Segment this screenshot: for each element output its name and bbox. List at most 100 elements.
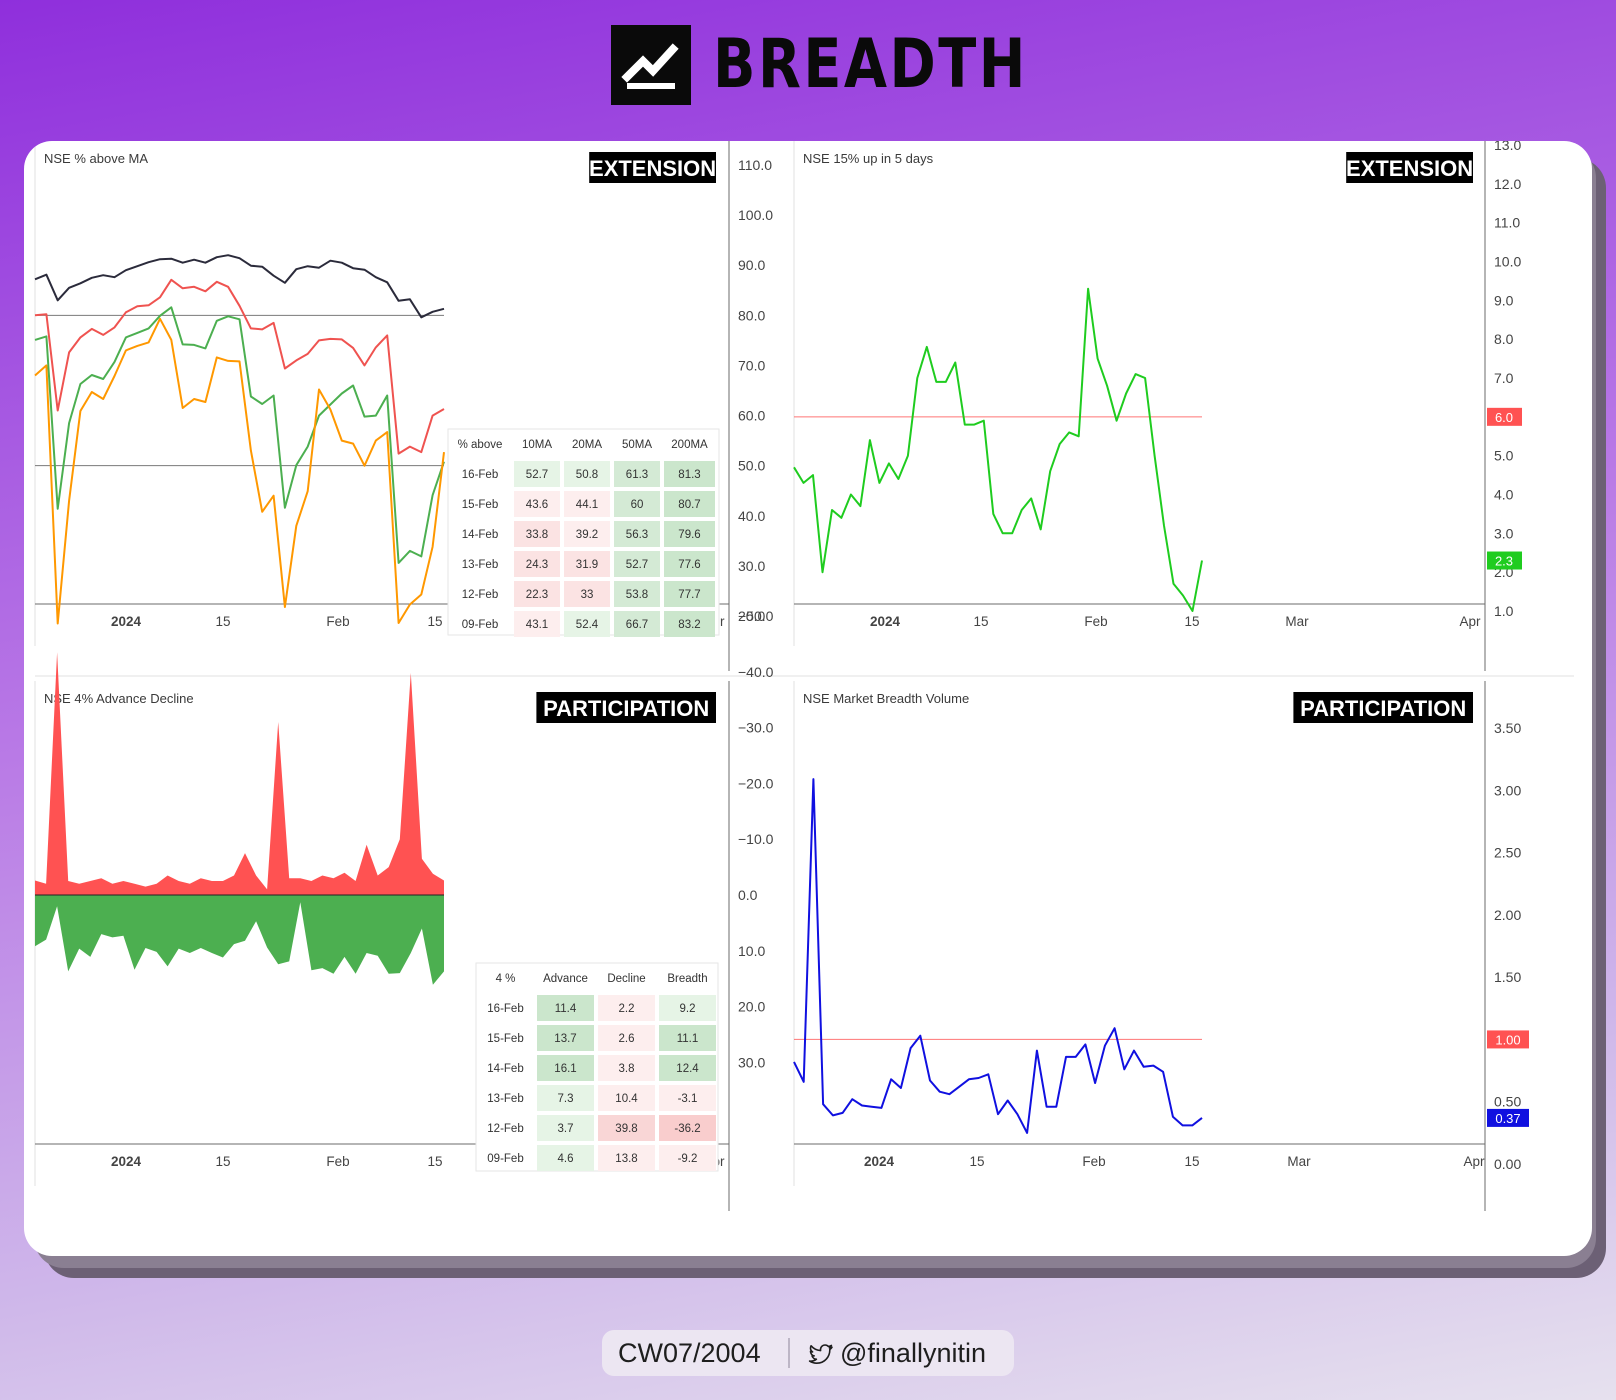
y-tick-label: 100.0 — [738, 207, 773, 223]
table-cell: 79.6 — [678, 529, 700, 541]
table-cell-bg — [664, 581, 715, 607]
table-cell: 50.8 — [576, 469, 598, 481]
table-cell-bg — [664, 461, 715, 487]
y-tick-label: 2.00 — [1494, 907, 1521, 923]
table-cell: 16.1 — [554, 1063, 576, 1075]
x-tick-label: 2024 — [111, 614, 142, 629]
table-cell-bg — [537, 1025, 594, 1051]
badge-label: EXTENSION — [1346, 156, 1473, 181]
table-header: 200MA — [671, 439, 708, 451]
table-cell-bg — [664, 521, 715, 547]
x-tick-label: 15 — [215, 614, 230, 629]
panel-breadth-volume: NSE Market Breadth Volume PARTICIPATION 20… — [793, 681, 1529, 1211]
x-tick-label: Feb — [326, 614, 349, 629]
y-tick-label: 20.0 — [738, 608, 765, 624]
table-cell-bg — [659, 1145, 716, 1171]
table-cell: 77.6 — [678, 559, 700, 571]
y-tick-label: 30.0 — [738, 558, 765, 574]
chart-title: NSE 15% up in 5 days — [803, 151, 934, 166]
badge-box — [536, 692, 716, 723]
x-tick-label: 15 — [973, 614, 988, 629]
y-tick-label: 0.50 — [1494, 1094, 1521, 1110]
trending-chart-icon — [611, 25, 691, 105]
table-cell: 33 — [581, 589, 594, 601]
y-tick-label: 80.0 — [738, 307, 765, 323]
table-cell-bg — [659, 1115, 716, 1141]
table-header: Decline — [607, 973, 645, 985]
table-cell-bg — [659, 995, 716, 1021]
table-row-label: 15-Feb — [462, 499, 498, 511]
y-tick-label: −50.0 — [738, 608, 774, 624]
advance-area — [35, 895, 444, 985]
y-tick-label: 3.0 — [1494, 525, 1514, 541]
table-cell: 39.2 — [576, 529, 598, 541]
table-cell-bg — [614, 551, 660, 577]
table-cell-bg — [614, 611, 660, 637]
y-tick-label: 10.0 — [1494, 254, 1521, 270]
x-tick-label: Apr — [1459, 614, 1481, 629]
week-label: CW07/2004 — [618, 1338, 761, 1368]
badge-label: PARTICIPATION — [543, 696, 709, 721]
series-line-200ma — [34, 254, 445, 319]
footer-pill — [602, 1330, 1014, 1376]
twitter-handle-link[interactable]: @finallynitin — [808, 1334, 986, 1372]
last-value-box — [1487, 407, 1522, 426]
series-line-20ma — [34, 306, 445, 564]
series-line-50ma — [34, 278, 445, 455]
table-cell-bg — [514, 611, 560, 637]
badge-label: EXTENSION — [589, 156, 716, 181]
table-row-label: 15-Feb — [487, 1033, 523, 1045]
table-cell: 52.4 — [576, 619, 599, 631]
table-cell: 2.2 — [619, 1003, 635, 1015]
x-tick-label: 15 — [215, 1154, 230, 1169]
table-header: Advance — [543, 973, 588, 985]
table-cell-bg — [598, 1085, 655, 1111]
table-cell: 66.7 — [626, 619, 648, 631]
badge-box — [589, 152, 716, 183]
x-tick-label: Feb — [1084, 614, 1107, 629]
y-tick-label: 30.0 — [738, 1054, 765, 1070]
y-tick-label: 2.50 — [1494, 845, 1521, 861]
table-cell: 3.8 — [619, 1063, 635, 1075]
twitter-handle: @finallynitin — [840, 1338, 986, 1368]
chart-title: NSE 4% Advance Decline — [44, 691, 194, 706]
y-tick-label: 110.0 — [738, 157, 772, 173]
y-tick-label: 12.0 — [1494, 176, 1521, 192]
table-cell: 56.3 — [626, 529, 648, 541]
y-tick-label: 0.0 — [738, 887, 758, 903]
table-cell-bg — [564, 461, 610, 487]
series-line — [793, 287, 1203, 612]
badge-label: PARTICIPATION — [1300, 696, 1466, 721]
last-value-label: 1.00 — [1495, 1032, 1520, 1047]
y-tick-label: 4.0 — [1494, 487, 1514, 503]
table-row-label: 13-Feb — [462, 559, 498, 571]
table-cell-bg — [514, 581, 560, 607]
x-tick-label: 15 — [1184, 614, 1199, 629]
table-cell-bg — [537, 1145, 594, 1171]
y-tick-label: 8.0 — [1494, 331, 1514, 347]
x-tick-label: 2024 — [870, 614, 901, 629]
table-cell-bg — [664, 551, 715, 577]
chart-title: NSE Market Breadth Volume — [803, 691, 969, 706]
table-cell: 81.3 — [678, 469, 700, 481]
table-cell: 60 — [631, 499, 644, 511]
decline-area — [35, 652, 444, 895]
y-tick-label: 13.0 — [1494, 141, 1521, 153]
table-row-label: 16-Feb — [462, 469, 498, 481]
table-cell-bg — [564, 491, 610, 517]
table-cell: 12.4 — [676, 1063, 699, 1075]
x-tick-label: Feb — [1082, 1154, 1105, 1169]
table-row-label: 09-Feb — [487, 1153, 523, 1165]
table-header: 50MA — [622, 439, 652, 451]
table-cell-bg — [564, 611, 610, 637]
x-tick-label: Mar — [1287, 1154, 1311, 1169]
table-cell: 33.8 — [526, 529, 548, 541]
table-row-label: 12-Feb — [487, 1123, 523, 1135]
table-cell: 2.6 — [619, 1033, 635, 1045]
y-tick-label: 20.0 — [738, 999, 765, 1015]
table-cell: 80.7 — [678, 499, 700, 511]
table-cell: 10.4 — [615, 1093, 638, 1105]
y-tick-label: 90.0 — [738, 257, 765, 273]
table-cell-bg — [598, 1115, 655, 1141]
table-cell: 52.7 — [626, 559, 648, 571]
